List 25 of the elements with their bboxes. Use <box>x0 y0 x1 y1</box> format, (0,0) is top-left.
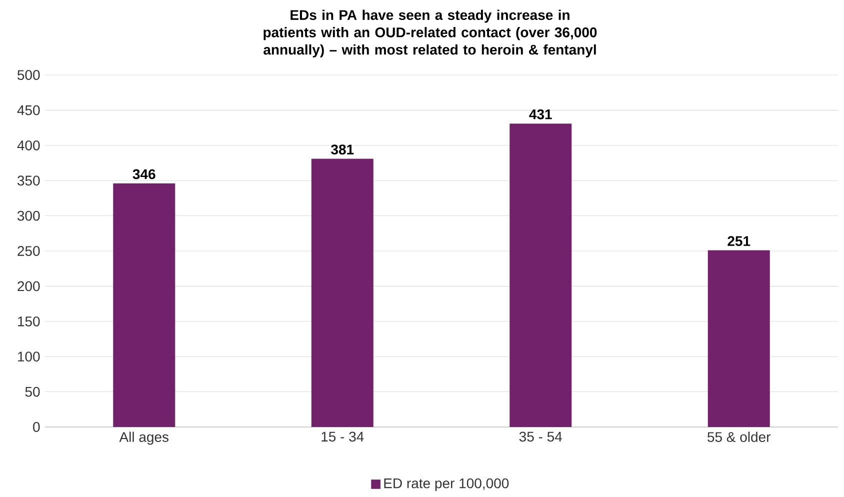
y-tick-label: 300 <box>17 210 40 221</box>
data-label: 381 <box>331 144 354 155</box>
bar <box>708 250 770 427</box>
bar <box>311 158 374 427</box>
y-tick-label: 250 <box>18 246 40 256</box>
y-tick-label: 150 <box>18 316 40 326</box>
y-tick-label: 500 <box>18 70 40 80</box>
legend-label: ED rate per 100,000 <box>384 478 509 492</box>
data-label: 251 <box>728 236 750 246</box>
bar <box>113 183 176 427</box>
data-label: 346 <box>132 169 156 180</box>
y-tick-label: 400 <box>17 140 40 150</box>
x-tick-label: All ages <box>119 432 168 445</box>
data-label: 431 <box>529 109 552 120</box>
y-tick-label: 200 <box>18 281 40 292</box>
y-tick-label: 50 <box>25 386 40 397</box>
x-tick-label: 15 - 34 <box>322 432 364 442</box>
bar <box>510 124 572 427</box>
y-tick-label: 450 <box>17 105 40 116</box>
y-tick-label: 350 <box>17 176 40 186</box>
chart-title: EDs in PA have seen a steady increase in patients with an OUD-related contact (over 36,000 annually) – with most related to heroin & fentanyl <box>264 10 597 58</box>
x-tick-label: 55 & older <box>708 432 771 442</box>
y-tick-label: 0 <box>33 422 40 432</box>
x-tick-label: 35 - 54 <box>519 432 562 442</box>
y-tick-label: 100 <box>18 352 40 362</box>
